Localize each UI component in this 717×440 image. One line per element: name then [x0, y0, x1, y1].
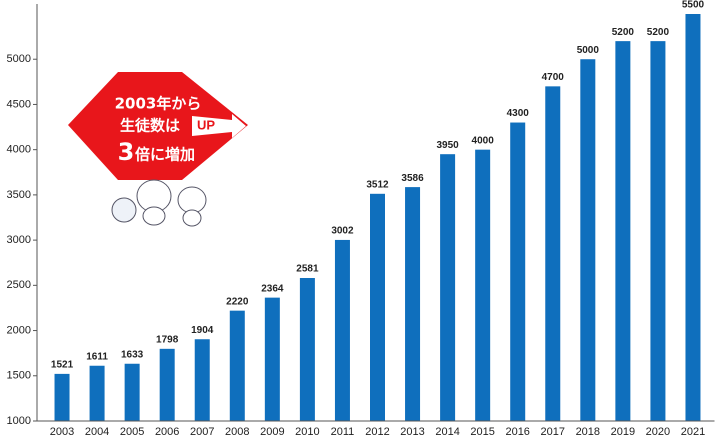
mascot [182, 209, 202, 227]
x-tick-label: 2003 [50, 426, 74, 438]
x-tick-label: 2021 [681, 426, 705, 438]
x-tick-label: 2018 [576, 426, 600, 438]
value-label: 4300 [507, 108, 530, 119]
bar [264, 297, 280, 421]
mascot [111, 197, 137, 223]
bar [194, 339, 210, 421]
callout-shape [68, 72, 248, 180]
bar [229, 310, 245, 421]
callout: 2003年から 生徒数は UP 3 倍に増加 [68, 72, 248, 180]
y-tick-label: 5000 [7, 53, 31, 65]
value-label: 1904 [191, 325, 214, 336]
mascots [111, 179, 207, 227]
x-tick-label: 2007 [190, 426, 214, 438]
bar [89, 365, 105, 421]
value-label: 2581 [296, 264, 319, 275]
mascot [177, 186, 207, 214]
value-label: 3950 [436, 140, 459, 151]
mascot [142, 206, 166, 226]
bar [580, 59, 596, 421]
x-tick-label: 2008 [225, 426, 249, 438]
value-label: 3002 [331, 226, 354, 237]
x-tick-label: 2019 [611, 426, 635, 438]
bar [405, 187, 421, 421]
callout-line: 倍に増加 [135, 146, 195, 164]
x-tick-label: 2014 [435, 426, 459, 438]
value-label: 5500 [682, 0, 705, 11]
value-label: 5200 [647, 27, 670, 38]
y-tick-label: 1000 [7, 415, 31, 427]
value-label: 5000 [577, 45, 600, 56]
callout-up: UP [197, 117, 215, 132]
value-label: 5200 [612, 27, 635, 38]
y-tick-label: 1500 [7, 370, 31, 382]
x-tick-label: 2016 [505, 426, 529, 438]
bar [299, 278, 315, 421]
x-tick-label: 2013 [400, 426, 424, 438]
x-tick-label: 2004 [85, 426, 109, 438]
value-label: 3512 [366, 179, 389, 190]
x-tick-label: 2009 [260, 426, 284, 438]
x-tick-label: 2006 [155, 426, 179, 438]
x-tick-label: 2011 [331, 426, 355, 438]
bar [334, 239, 350, 421]
bar [685, 14, 701, 421]
callout-line: 生徒数は [120, 117, 180, 135]
value-label: 1521 [51, 360, 74, 371]
y-tick-label: 2500 [7, 279, 31, 291]
bar [124, 363, 140, 421]
x-tick-label: 2005 [120, 426, 144, 438]
value-label: 1611 [86, 351, 108, 362]
bar [510, 122, 526, 422]
value-label: 4000 [472, 135, 495, 146]
value-label: 4700 [542, 72, 565, 83]
value-label: 2220 [226, 296, 249, 307]
value-label: 1798 [156, 334, 179, 345]
bar [615, 41, 631, 422]
y-tick-label: 3000 [7, 234, 31, 246]
y-tick-label: 3500 [7, 189, 31, 201]
value-label: 3586 [401, 173, 424, 184]
bar [475, 149, 491, 421]
x-tick-label: 2015 [470, 426, 494, 438]
value-label: 2364 [261, 283, 284, 294]
x-tick-label: 2017 [541, 426, 565, 438]
x-tick-label: 2010 [295, 426, 319, 438]
bar [545, 86, 561, 421]
value-label: 1633 [121, 349, 144, 360]
x-tick-label: 2020 [646, 426, 670, 438]
y-tick-label: 2000 [7, 324, 31, 336]
callout-arrow [192, 114, 246, 138]
callout-line: 2003年から [115, 95, 202, 113]
bar [370, 193, 385, 421]
bar [159, 348, 175, 421]
bar [54, 373, 70, 421]
bar [440, 154, 456, 421]
x-tick-label: 2012 [365, 426, 389, 438]
bar [650, 41, 666, 422]
y-tick-label: 4000 [7, 144, 31, 156]
callout-number: 3 [118, 138, 135, 166]
y-tick-label: 4500 [7, 98, 31, 110]
